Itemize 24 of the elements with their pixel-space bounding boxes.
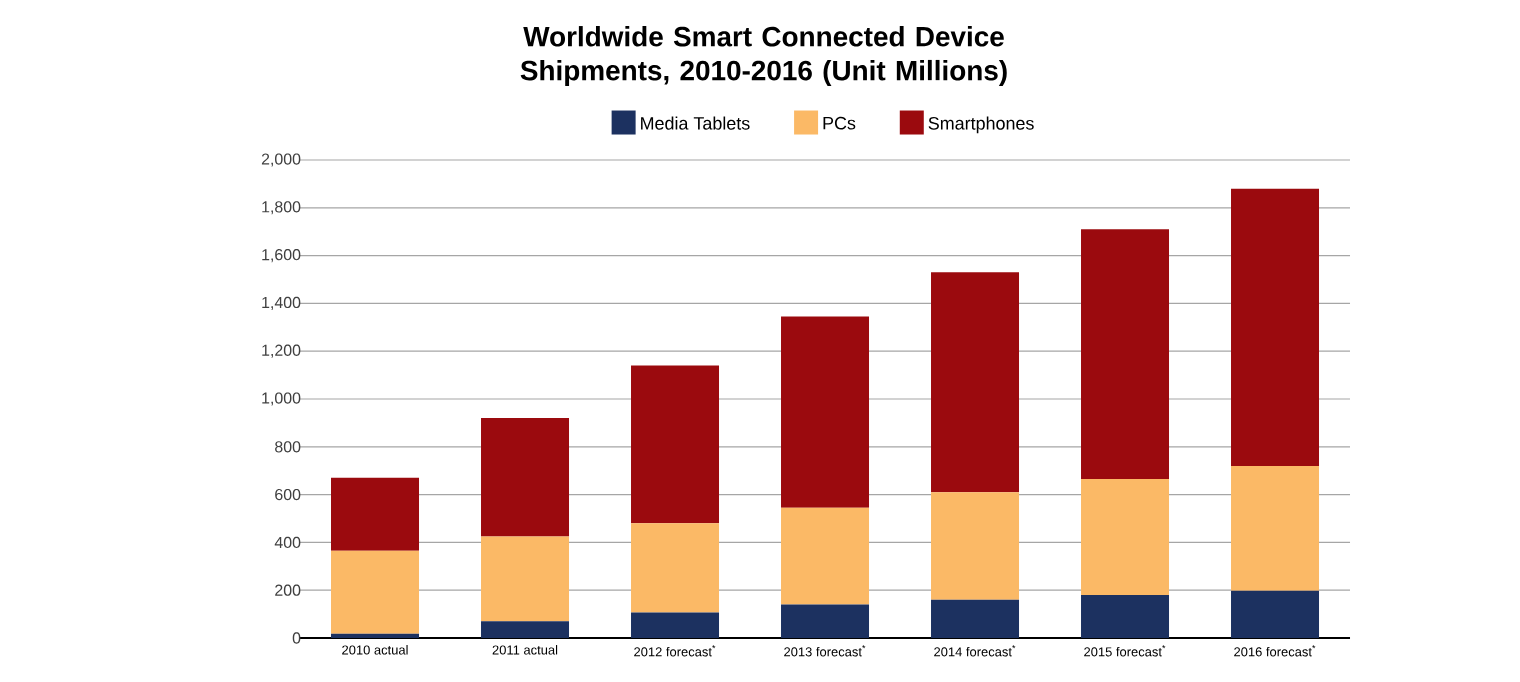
bar <box>781 507 870 605</box>
bar <box>1231 465 1320 591</box>
legend-label: PCs <box>823 116 856 130</box>
bar <box>931 492 1020 600</box>
bar <box>781 604 870 638</box>
bar <box>481 418 570 537</box>
bar <box>1081 479 1170 595</box>
chart-title: Worldwide Smart Connected Device Shipments, 2010-2016 (Unit Millions) <box>520 26 1007 86</box>
bar <box>1231 188 1320 466</box>
bar <box>481 621 570 638</box>
bar <box>781 316 870 508</box>
legend-label: Media Tablets <box>641 116 750 130</box>
bar <box>631 365 720 524</box>
bar <box>631 523 720 613</box>
bar <box>331 550 420 634</box>
bar <box>331 477 420 551</box>
bar <box>1081 594 1170 638</box>
bar <box>631 612 720 638</box>
bar <box>1081 229 1170 480</box>
bar <box>931 272 1020 493</box>
bar <box>481 536 570 622</box>
bar <box>1231 590 1320 638</box>
legend-label: Smartphones <box>928 116 1034 134</box>
bar <box>931 599 1020 638</box>
